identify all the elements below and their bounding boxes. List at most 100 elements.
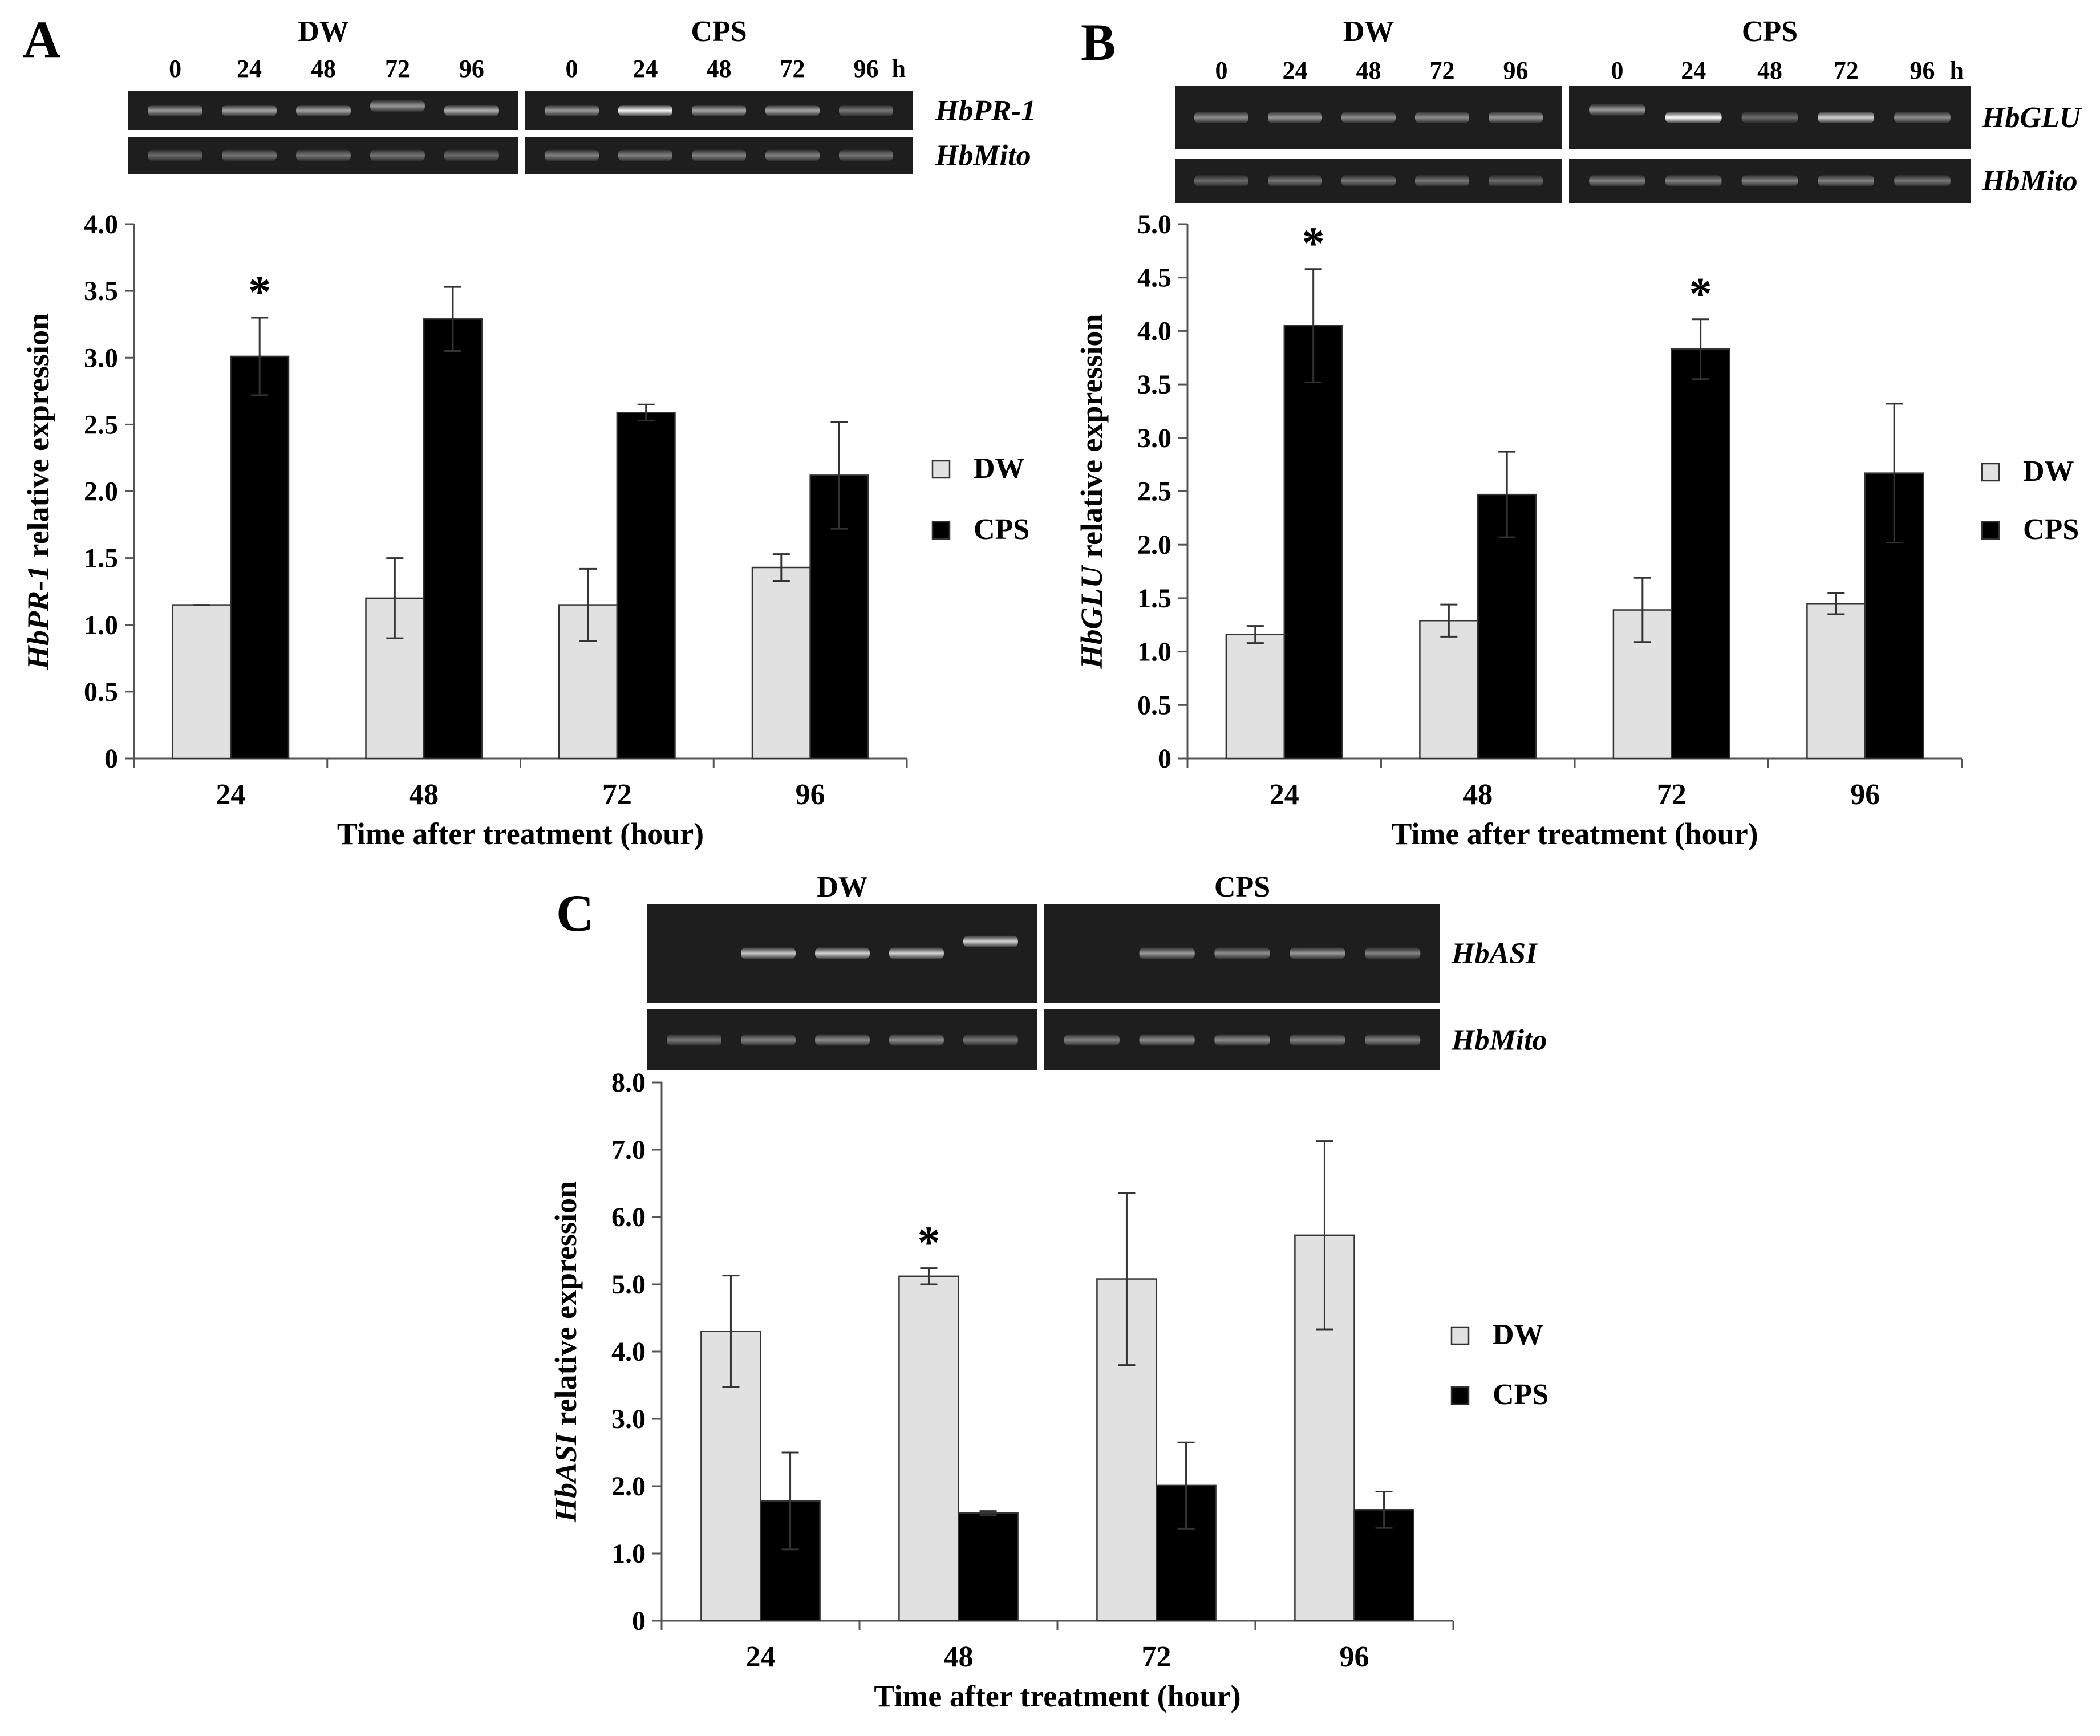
gel-band: [618, 149, 673, 161]
gel-lane-label: 48: [311, 55, 336, 83]
gel-band: [1365, 1034, 1421, 1046]
y-tick-label: 4.0: [611, 1337, 646, 1367]
y-tick-label: 2.5: [84, 409, 118, 440]
legend-label: DW: [2023, 455, 2074, 488]
y-tick-label: 7.0: [611, 1135, 646, 1165]
gel-lane-label: 72: [385, 55, 410, 83]
x-tick-label: 24: [216, 778, 245, 811]
gel-band: [1214, 947, 1270, 959]
y-axis-title-rest: relative expression: [549, 1181, 583, 1433]
gel-gene-label: HbASI: [1451, 938, 1538, 970]
y-tick-label: 8.0: [611, 1068, 646, 1098]
y-axis-title-gene: HbASI: [549, 1432, 583, 1523]
legend-swatch-cps: [931, 521, 951, 540]
y-tick-label: 3.0: [1137, 423, 1171, 453]
gel-lane-label: 24: [1681, 56, 1706, 84]
legend: DW CPS: [1981, 455, 2079, 546]
y-tick-label: 2.5: [1137, 477, 1171, 507]
x-tick-label: 96: [1850, 778, 1880, 811]
gel-band: [370, 100, 425, 112]
gel-band: [1665, 112, 1722, 123]
legend-label: CPS: [2023, 513, 2079, 546]
y-tick-label: 0: [632, 1606, 646, 1636]
y-tick-label: 2.0: [611, 1471, 646, 1502]
gel-band: [444, 149, 499, 161]
x-tick-label: 48: [409, 778, 439, 811]
gel-band: [765, 149, 820, 161]
bar-cps: [230, 355, 290, 760]
gel-band: [815, 1034, 870, 1046]
legend-swatch-dw: [1450, 1326, 1470, 1345]
y-tick-label: 2.0: [1137, 530, 1171, 560]
panel-b: B DW CPS 0 24 48 72 96 0 24 48 72 96 h HbGLU HbMito 0 0.5…: [1075, 13, 2082, 851]
gel-lane-label: 0: [169, 55, 181, 83]
gel-lane-label: 72: [780, 55, 805, 83]
y-axis-title-rest: relative expression: [1075, 314, 1109, 566]
gel-band: [741, 1034, 796, 1046]
x-axis-title: Time after treatment (hour): [337, 817, 704, 851]
x-tick-label: 48: [1463, 778, 1493, 811]
y-tick-label: 0: [1158, 744, 1171, 774]
y-axis-title: HbASI relative expression: [549, 1181, 583, 1523]
gel-band: [1267, 175, 1323, 186]
gel-group-label: CPS: [1742, 15, 1798, 48]
gel-band: [1267, 112, 1323, 123]
gel-lane-label: 24: [633, 55, 658, 83]
y-tick-label: 1.5: [84, 543, 118, 574]
gel-band: [1741, 175, 1798, 186]
bar-dw: [898, 1275, 959, 1622]
x-tick-label: 96: [796, 778, 825, 811]
gel-band: [370, 149, 425, 161]
gel-band: [741, 947, 796, 959]
y-tick-label: 3.0: [84, 343, 118, 373]
legend-label: CPS: [1493, 1378, 1548, 1411]
gel-band: [296, 105, 351, 116]
panel-a: A DW CPS 0 24 48 72 96 0 24 48 72 96 h HbPR-1 HbMito 0 0.…: [21, 10, 1036, 851]
bar-dw: [1225, 634, 1285, 760]
gel-lane-label: 0: [565, 55, 578, 83]
y-tick-label: 4.5: [1137, 263, 1171, 293]
gel-band: [765, 105, 820, 116]
gel-gene-label: HbMito: [935, 140, 1031, 172]
significance-star: *: [248, 267, 271, 318]
gel-band: [1589, 104, 1645, 116]
y-tick-label: 5.0: [1137, 209, 1171, 240]
gel-band: [1488, 112, 1543, 123]
x-tick-label: 72: [1142, 1641, 1171, 1673]
gel-lane-label: 96: [1910, 56, 1935, 84]
gel-band: [1741, 112, 1798, 123]
gel-band: [1341, 175, 1396, 186]
gel-lane-label: 72: [1834, 56, 1859, 84]
gel-lane-label: 24: [237, 55, 262, 83]
gel-band: [1341, 112, 1396, 123]
gel-band: [889, 1034, 944, 1046]
panel-letter: C: [556, 884, 594, 942]
gel-band: [618, 105, 673, 116]
legend-label: CPS: [974, 513, 1029, 546]
gel-gene-label: HbMito: [1451, 1024, 1547, 1057]
gel-gene-label: HbMito: [1981, 165, 2078, 197]
y-axis-title-gene: HbPR-1: [21, 565, 55, 670]
gel-band: [1214, 1034, 1270, 1046]
y-tick-label: 6.0: [611, 1202, 646, 1232]
legend: DW CPS: [1450, 1319, 1548, 1411]
bar-dw: [172, 604, 232, 760]
gel-band: [963, 935, 1018, 947]
x-axis-title: Time after treatment (hour): [874, 1679, 1240, 1713]
y-tick-label: 0: [104, 744, 118, 774]
gel-band: [1414, 175, 1470, 186]
significance-star: *: [1689, 269, 1712, 319]
gel-band: [1818, 175, 1875, 186]
bar-cps: [423, 318, 483, 760]
gel-band: [691, 149, 747, 161]
gel-lane-label: 0: [1611, 56, 1623, 84]
panel-letter: B: [1081, 13, 1116, 71]
bar-cps: [958, 1512, 1019, 1622]
y-tick-label: 1.5: [1137, 583, 1171, 614]
gel-band: [1894, 175, 1951, 186]
legend-swatch-cps: [1450, 1386, 1470, 1405]
legend-label: DW: [974, 452, 1025, 485]
gel-lane-label: 48: [1757, 56, 1782, 84]
gel-band: [544, 149, 599, 161]
